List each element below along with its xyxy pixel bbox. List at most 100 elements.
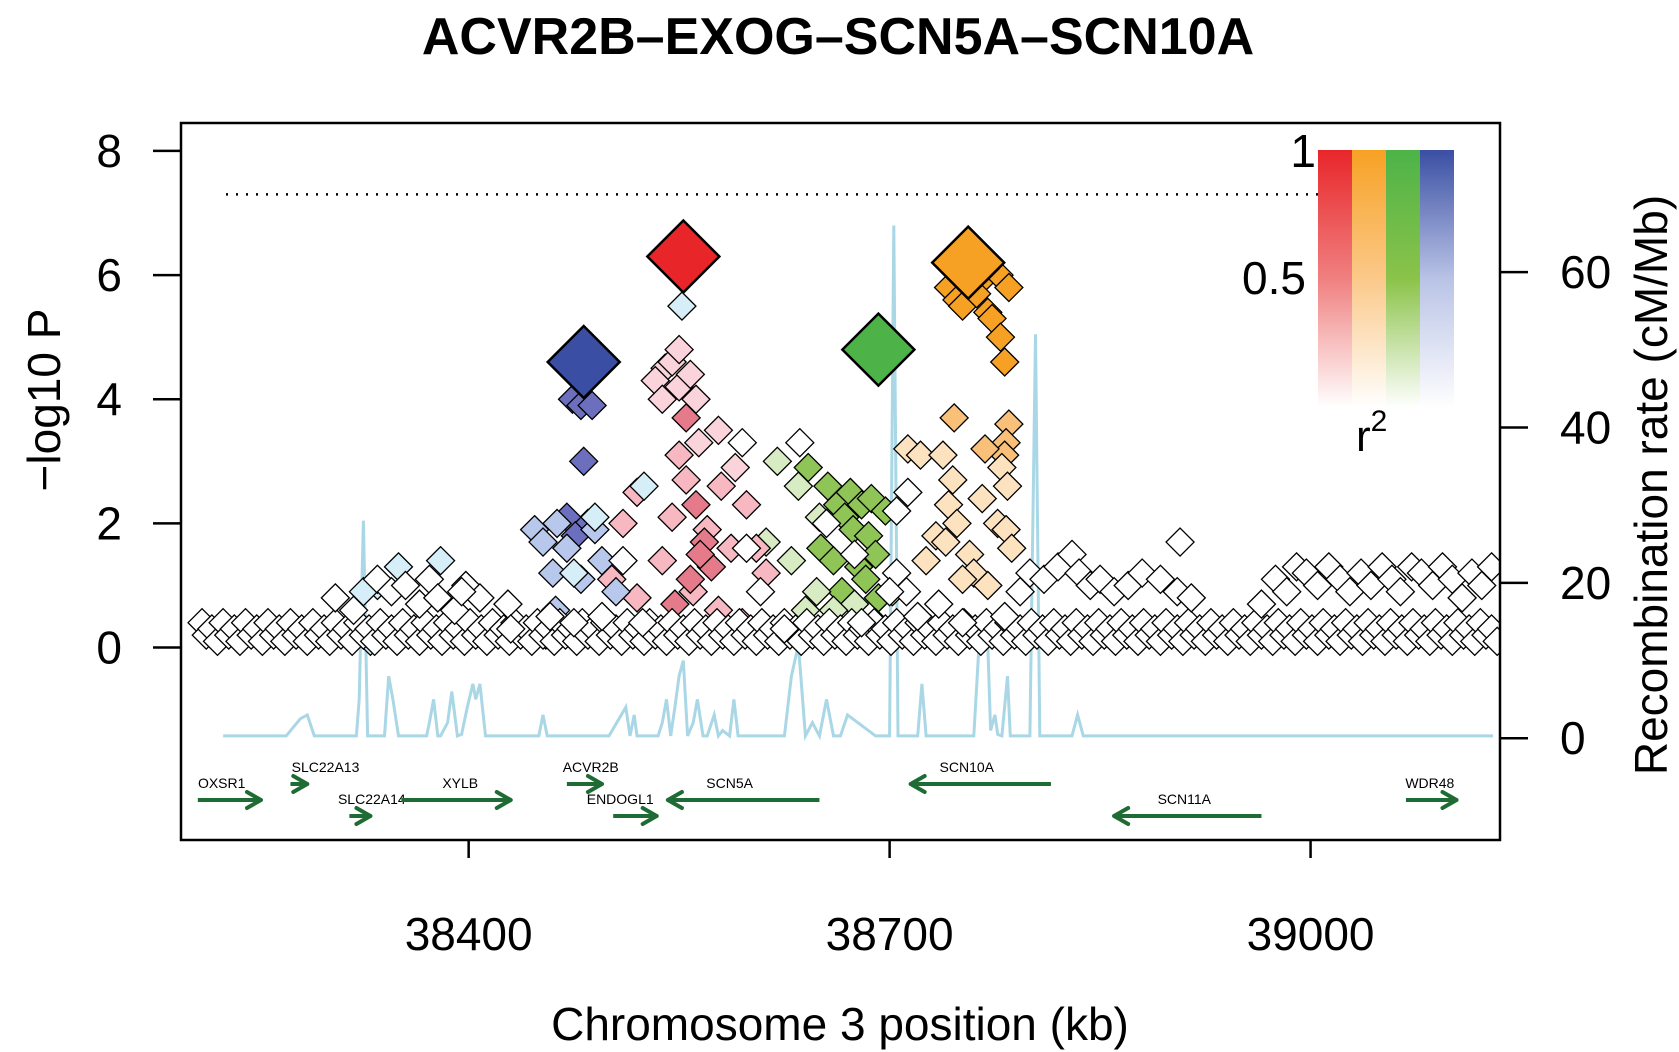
lead-snp-point: [645, 218, 722, 295]
r2-legend-red-bar: [1318, 150, 1352, 408]
snp-point: [1271, 576, 1302, 607]
snp-point: [587, 601, 617, 632]
snp-point: [996, 533, 1027, 564]
gene-track: OXSR1 SLC22A13 SLC22A14 XYLB ACVR2B ENDOGL1 SC…: [197, 759, 1459, 826]
gene-arrowhead: [1112, 806, 1131, 826]
snp-point: [577, 390, 608, 421]
r2-legend: 1 0.5 r2: [1242, 125, 1454, 461]
snp-point: [390, 570, 421, 601]
gene-label: SLC22A13: [292, 759, 360, 775]
lead-snp-point: [545, 324, 622, 400]
snp-point: [811, 508, 842, 539]
snp-point: [972, 570, 1003, 601]
snp-point: [706, 471, 737, 502]
snp-point: [992, 471, 1023, 502]
snp-point: [1165, 527, 1195, 557]
snp-point: [1145, 564, 1176, 595]
snp-point: [937, 465, 968, 495]
snp-point: [664, 440, 695, 471]
y2-axis-label: Recombination rate (cM/Mb): [1625, 195, 1677, 775]
gene-label: SCN11A: [1158, 791, 1212, 807]
gene-arrowhead: [354, 806, 373, 826]
snp-point: [1162, 576, 1193, 607]
snp-point: [939, 402, 970, 433]
snp-point: [993, 272, 1024, 303]
snp-point: [1176, 582, 1207, 613]
snp-point: [675, 359, 706, 390]
gene-label: OXSR1: [198, 775, 246, 791]
plot-frame: [179, 121, 1502, 842]
snp-point: [320, 582, 351, 613]
snp-point: [703, 415, 734, 446]
snp-point: [627, 607, 658, 638]
snp-point: [881, 496, 912, 526]
snp-point: [629, 471, 659, 502]
gene-arrowhead: [908, 774, 927, 794]
snp-point: [671, 465, 702, 495]
gene-arrowhead: [665, 790, 684, 810]
y2-tick-label: 20: [1560, 557, 1611, 609]
snp-point: [892, 477, 923, 508]
snp-point: [495, 614, 526, 644]
snp-point: [1246, 589, 1277, 620]
y-tick-label: 0: [96, 622, 122, 674]
gene-label: WDR48: [1405, 775, 1454, 791]
y2-tick-label: 0: [1560, 712, 1586, 764]
snp-point: [657, 502, 688, 533]
y-axis-label: −log10 P: [18, 309, 70, 492]
snp-point: [860, 539, 891, 570]
y-tick-label: 6: [96, 249, 122, 301]
snp-point: [989, 601, 1020, 632]
snp-point: [608, 545, 638, 576]
snp-point: [783, 471, 814, 502]
snp-point: [685, 539, 716, 570]
gene-label: XYLB: [442, 775, 478, 791]
snp-point: [338, 595, 369, 626]
x-axis-label: Chromosome 3 position (kb): [551, 998, 1129, 1050]
snp-point: [551, 533, 582, 564]
gene-arrowhead: [244, 790, 263, 810]
snp-point: [1447, 582, 1478, 613]
snp-point: [731, 489, 762, 520]
snp-point: [985, 322, 1016, 353]
snp-point: [647, 545, 678, 576]
snp-point: [608, 508, 638, 539]
snp-points: [187, 253, 1500, 657]
snp-point: [942, 508, 972, 539]
snp-point: [681, 384, 711, 415]
snp-point: [558, 558, 589, 588]
gene-arrowhead: [1440, 790, 1459, 810]
r2-legend-orange-bar: [1352, 150, 1386, 408]
x-tick-label: 39000: [1247, 908, 1375, 960]
snp-point: [425, 545, 456, 576]
snp-point: [542, 508, 572, 539]
snp-point: [664, 334, 695, 365]
gene-arrowhead: [494, 790, 513, 810]
y-tick-label: 4: [96, 373, 122, 425]
snp-point: [675, 564, 706, 595]
chart-title: ACVR2B–EXOG–SCN5A–SCN10A: [422, 8, 1254, 66]
axes: 38400 38700 39000 0 2 4 6 8 0 20 40 60: [96, 125, 1611, 960]
lead-snp-point: [840, 311, 917, 388]
snp-point: [902, 601, 933, 632]
snp-point: [727, 427, 758, 458]
snp-point: [667, 291, 697, 322]
snp-point: [850, 564, 881, 595]
lead-snp-point: [930, 224, 1006, 301]
snp-point: [587, 545, 617, 576]
snp-point: [947, 564, 978, 595]
snp-point: [762, 446, 793, 477]
gene-arrowhead: [585, 774, 604, 794]
lead-snp-points: [545, 218, 1006, 400]
snp-point: [911, 545, 942, 576]
recombination-layer: [223, 225, 1493, 742]
gene-arrowhead: [291, 774, 310, 794]
snp-point: [970, 433, 1000, 464]
snp-point: [362, 564, 393, 595]
gene-arrowhead: [640, 806, 659, 826]
snp-point: [568, 446, 599, 477]
snp-point: [947, 607, 978, 638]
r2-legend-label-high: 1: [1290, 125, 1316, 177]
snp-point: [1385, 576, 1416, 607]
